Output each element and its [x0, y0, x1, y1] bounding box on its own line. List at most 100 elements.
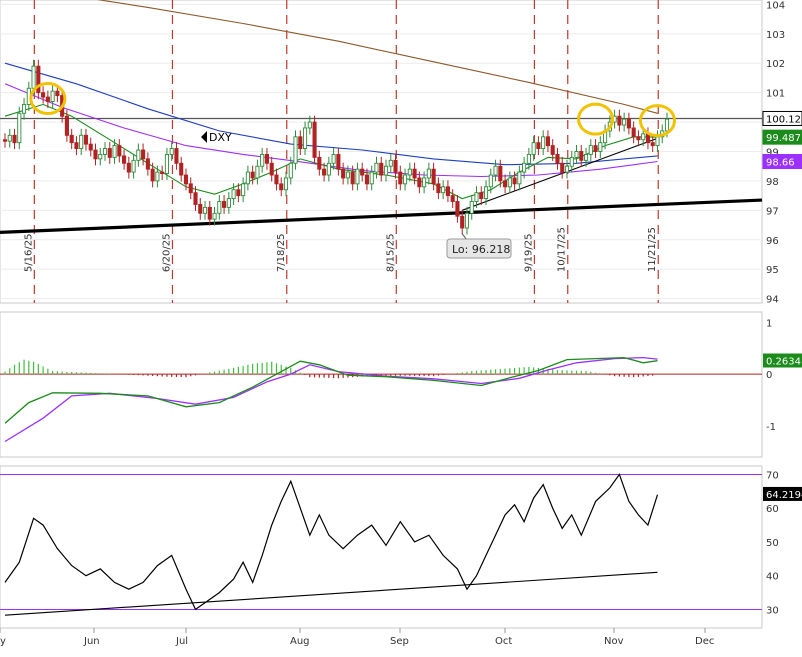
candle-body — [545, 136, 550, 147]
candle-body — [507, 177, 512, 188]
candle-body — [426, 168, 431, 179]
candle-body — [145, 158, 150, 170]
candle-body — [636, 136, 641, 141]
candle-body — [479, 192, 484, 200]
candle-body — [441, 186, 446, 194]
candle-body — [369, 171, 374, 185]
candle-body — [536, 142, 541, 150]
rsi-y-tick: 30 — [766, 605, 779, 616]
candle-body — [526, 153, 531, 164]
price-axis-label: 100.123 — [766, 114, 802, 125]
candle-body — [550, 145, 555, 155]
candle-body — [560, 162, 565, 173]
symbol-arrow-icon — [201, 131, 207, 143]
candle-body — [450, 195, 455, 202]
moving-average-mid — [4, 62, 658, 166]
macd-y-tick: 1 — [766, 318, 772, 329]
candle-body — [193, 192, 198, 205]
candle-body — [131, 159, 136, 173]
highlight-circle — [577, 102, 615, 136]
candle-body — [245, 171, 250, 185]
candle-body — [141, 149, 146, 160]
candle-body — [45, 96, 50, 102]
candle-body — [74, 142, 79, 150]
candle-body — [383, 165, 389, 176]
candle-body — [93, 149, 98, 160]
candle-body — [183, 174, 189, 185]
candle-body — [102, 148, 108, 155]
low-callout-box — [446, 238, 512, 259]
x-axis-label: Aug — [290, 636, 310, 647]
candle-body — [460, 215, 465, 229]
candle-body — [2, 139, 8, 142]
rising-trendline — [462, 137, 658, 211]
candle-body — [431, 168, 436, 185]
candle-body — [326, 162, 331, 176]
candle-body — [41, 92, 46, 98]
candle-body — [207, 206, 212, 220]
price-axis-label-box — [762, 154, 802, 170]
candle-body — [136, 149, 141, 161]
candle-body — [598, 142, 603, 152]
candle-body — [117, 145, 122, 157]
candle-body — [155, 171, 160, 182]
candle-body — [622, 118, 627, 126]
candle-body — [241, 183, 246, 197]
event-date-label: 10/17/25 — [557, 227, 568, 272]
candle-body — [631, 127, 636, 138]
candle-body — [22, 103, 27, 114]
candle-body — [264, 153, 269, 164]
candle-body — [307, 121, 312, 129]
candle-body — [50, 90, 55, 102]
price-y-tick: 103 — [766, 30, 785, 41]
price-axis-label: 98.66 — [766, 158, 795, 169]
candle-body — [569, 156, 574, 167]
rsi-y-tick: 70 — [766, 470, 779, 481]
candle-body — [279, 183, 284, 191]
support-trendline — [0, 198, 763, 234]
event-date-label: 8/15/25 — [385, 234, 396, 273]
rsi-trendline — [4, 571, 658, 616]
candle-body — [302, 127, 308, 150]
x-axis-label: Jul — [175, 636, 188, 647]
candle-body — [236, 189, 241, 197]
candle-body — [212, 212, 217, 220]
candle-body — [164, 153, 169, 175]
candle-body — [522, 162, 527, 173]
candle-body — [17, 112, 22, 144]
candle-body — [83, 134, 89, 145]
macd-line — [4, 356, 658, 424]
candle-body — [641, 133, 646, 141]
candle-body — [455, 201, 460, 217]
candle-body — [231, 189, 236, 200]
price-axis-label-box — [762, 110, 802, 126]
rsi-y-tick: 40 — [766, 572, 779, 583]
event-date-label: 5/16/25 — [23, 234, 34, 273]
candle-body — [7, 134, 12, 142]
candle-body — [512, 177, 517, 185]
candle-body — [493, 165, 498, 176]
price-y-tick: 99 — [766, 148, 779, 159]
candle-body — [274, 174, 279, 185]
x-axis-label: Oct — [495, 636, 512, 647]
candle-body — [412, 168, 417, 179]
candle-body — [617, 115, 622, 126]
moving-average-slow — [4, 83, 658, 178]
candle-body — [436, 183, 441, 194]
event-date-label: 6/20/25 — [161, 234, 172, 273]
x-axis-label: Nov — [604, 636, 624, 647]
candle-body — [160, 171, 165, 175]
candle-body — [388, 159, 393, 167]
candle-body — [122, 155, 127, 164]
price-y-tick: 102 — [766, 59, 785, 70]
candle-body — [36, 65, 41, 94]
candle-body — [331, 153, 336, 164]
candle-body — [12, 134, 17, 144]
rsi-panel-frame — [0, 465, 763, 629]
macd-value-label: 0.2634 — [766, 357, 801, 368]
candle-body — [341, 168, 346, 179]
candle-body — [574, 151, 579, 158]
candle-body — [407, 168, 412, 176]
